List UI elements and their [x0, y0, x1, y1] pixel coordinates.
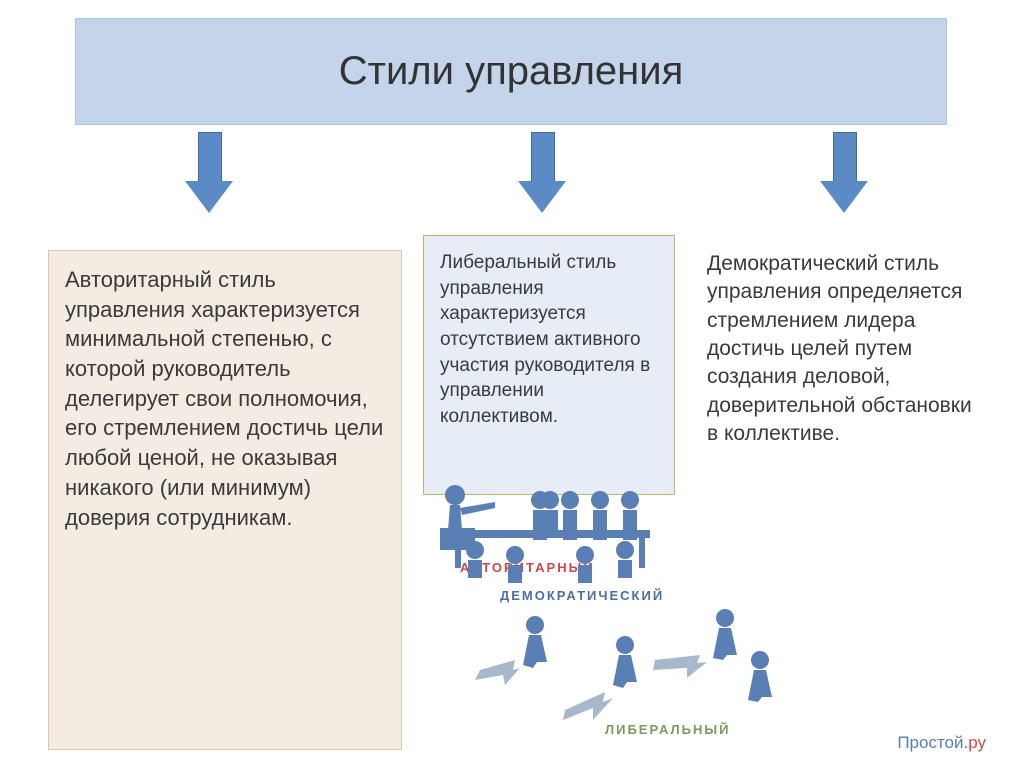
- management-styles-illustration: АВТОРИТАРНЫЙ ДЕМОКРАТИЧЕСКИЙ: [420, 470, 980, 750]
- democratic-box: Демократический стиль управления определ…: [690, 235, 1004, 470]
- down-arrow: [820, 132, 868, 217]
- logo-text-2: .ру: [964, 733, 987, 752]
- authoritarian-box: Авторитарный стиль управления характериз…: [48, 250, 402, 750]
- liberal-box: Либеральный стиль управления характеризу…: [423, 235, 675, 495]
- page-title: Стили управления: [339, 49, 684, 94]
- title-banner: Стили управления: [75, 18, 947, 125]
- logo: Простой.ру: [897, 733, 986, 753]
- logo-text-1: Простой: [897, 733, 963, 752]
- democratic-scene: ДЕМОКРАТИЧЕСКИЙ: [420, 480, 680, 610]
- liberal-scene: ЛИБЕРАЛЬНЫЙ: [475, 600, 795, 740]
- liberal-label: ЛИБЕРАЛЬНЫЙ: [605, 722, 730, 737]
- down-arrow: [185, 132, 233, 217]
- down-arrow: [518, 132, 566, 217]
